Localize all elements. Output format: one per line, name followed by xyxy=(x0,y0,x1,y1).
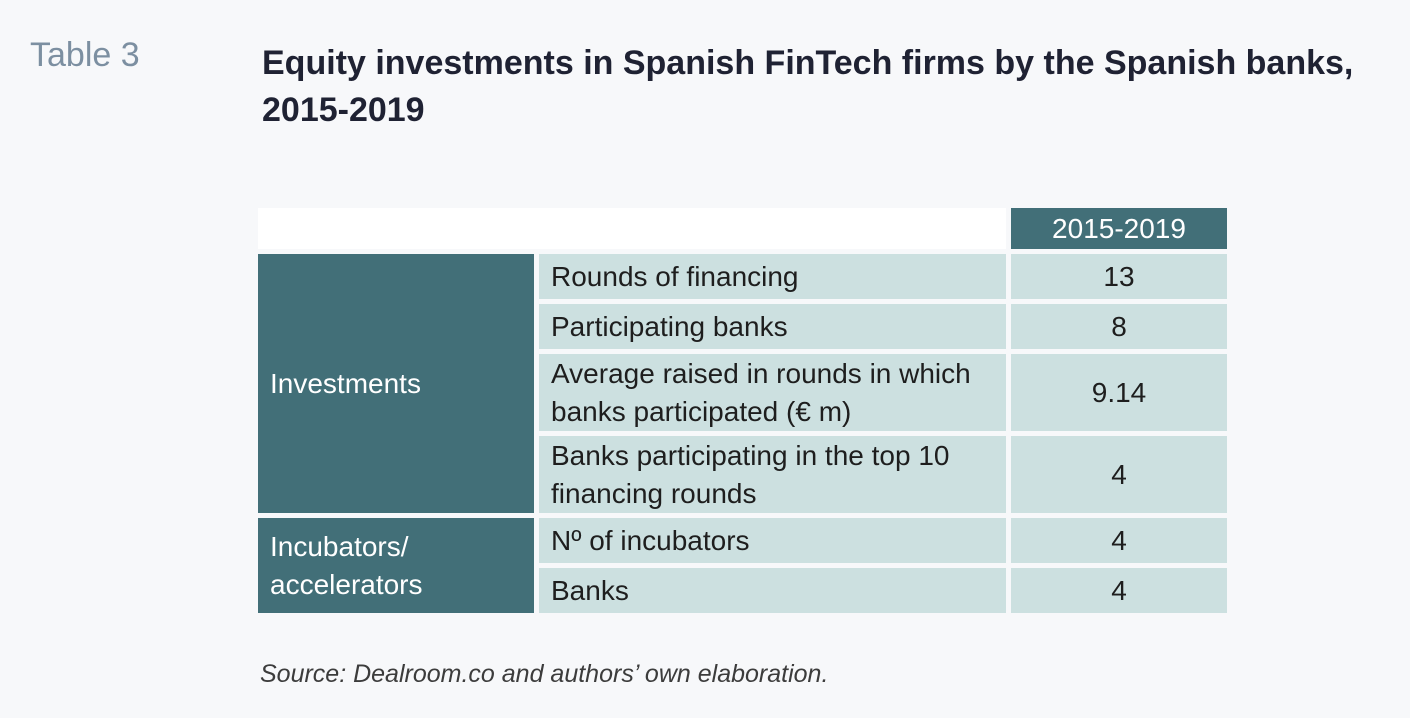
table-row: Incubators/ accelerators Nº of incubator… xyxy=(258,518,1227,613)
table-row: Banks 4 xyxy=(258,568,1227,613)
column-header-period: 2015-2019 xyxy=(1011,208,1227,249)
table-title: Equity investments in Spanish FinTech fi… xyxy=(262,44,1354,129)
table-row: Average raised in rounds in which banks … xyxy=(258,354,1227,431)
row-value: 13 xyxy=(1011,254,1227,299)
row-label: Banks xyxy=(539,568,1006,613)
row-value: 4 xyxy=(1011,436,1227,513)
table-row: Banks participating in the top 10 financ… xyxy=(258,436,1227,513)
row-label: Nº of incubators xyxy=(539,518,1006,563)
table-row: Participating banks 8 xyxy=(258,304,1227,349)
row-label: Participating banks xyxy=(539,304,1006,349)
row-value: 8 xyxy=(1011,304,1227,349)
table-header-row: 2015-2019 xyxy=(258,208,1227,249)
table-corner-cell xyxy=(258,208,1006,249)
row-value: 4 xyxy=(1011,518,1227,563)
table-row: Investments Rounds of financing 13 xyxy=(258,254,1227,513)
row-label: Average raised in rounds in which banks … xyxy=(539,354,1006,431)
group-label-incubators: Incubators/ accelerators xyxy=(258,518,534,613)
row-label: Banks participating in the top 10 financ… xyxy=(539,436,1006,513)
group-label-investments: Investments xyxy=(258,254,534,513)
row-value: 4 xyxy=(1011,568,1227,613)
row-value: 9.14 xyxy=(1011,354,1227,431)
row-label: Rounds of financing xyxy=(539,254,1006,299)
table-number-label: Table 3 xyxy=(30,36,140,74)
equity-investments-table: 2015-2019 Investments Rounds of financin… xyxy=(253,203,1232,618)
source-note: Source: Dealroom.co and authors’ own ela… xyxy=(260,660,829,688)
